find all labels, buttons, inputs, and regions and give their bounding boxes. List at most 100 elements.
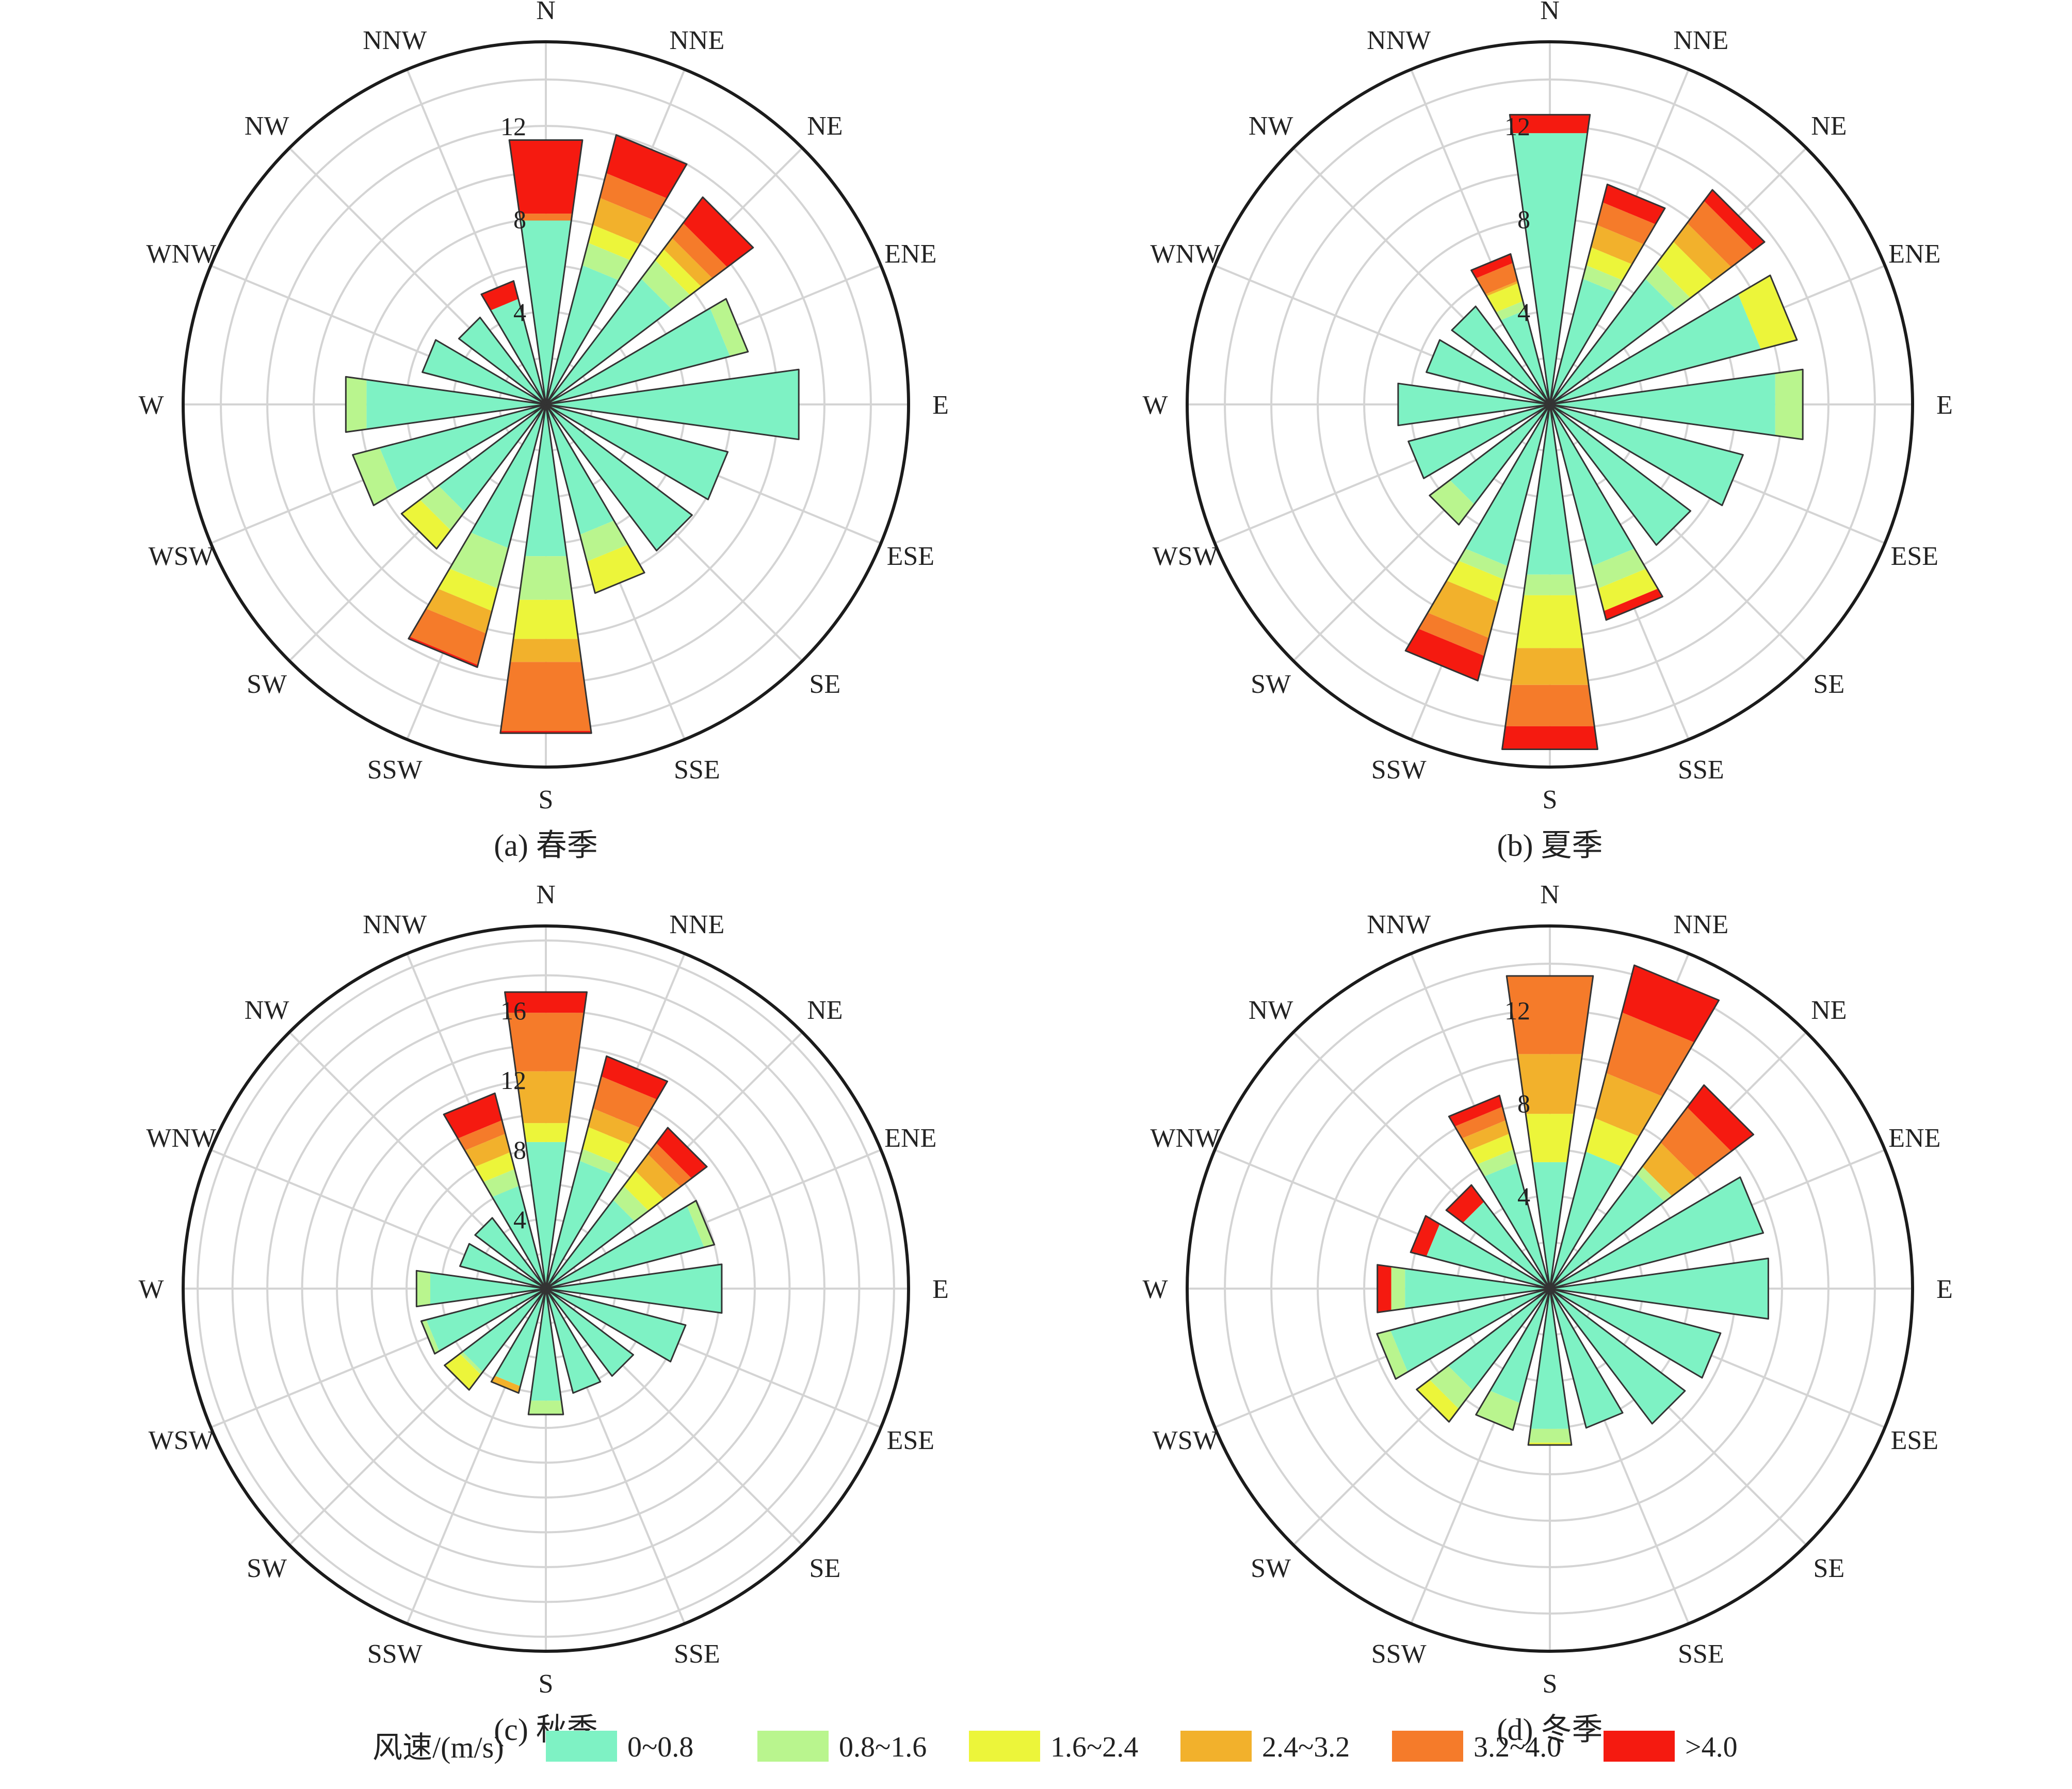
direction-bar (345, 376, 547, 433)
bar-outline (474, 1217, 547, 1290)
direction-label: W (138, 391, 164, 420)
bar-segment (1408, 404, 1550, 479)
bar-segment (546, 1289, 601, 1393)
bar-segment (1550, 294, 1761, 404)
direction-label: ESE (887, 542, 934, 571)
bar-segment (1602, 184, 1665, 224)
bar-segment (546, 404, 728, 500)
direction-label: SW (247, 670, 287, 699)
bar-outline (1397, 382, 1551, 427)
bar-outline (1549, 964, 1720, 1290)
bar-segment (1591, 224, 1644, 265)
bar-segment (1550, 1174, 1665, 1289)
bar-segment (410, 608, 487, 665)
direction-bar (545, 1055, 668, 1290)
bar-segment (346, 377, 367, 432)
bar-segment (444, 1093, 502, 1139)
direction-label: ENE (884, 239, 936, 269)
legend-label: 1.6~2.4 (1050, 1731, 1138, 1763)
panel-caption: (a) 春季 (494, 828, 598, 863)
bar-outline (545, 368, 800, 441)
bar-segment (1458, 548, 1508, 580)
bar-segment (421, 1320, 440, 1354)
direction-label: E (932, 1275, 949, 1304)
direction-label: SE (810, 1554, 841, 1583)
direction-bar (545, 298, 749, 405)
bar-segment (1645, 264, 1691, 310)
direction-label: SE (1814, 670, 1845, 699)
radial-tick-label: 16 (500, 996, 526, 1025)
bar-segment (672, 223, 727, 279)
direction-label: SSE (674, 755, 720, 785)
direction-bar (1397, 382, 1551, 427)
bar-outline (459, 1243, 547, 1290)
bar-segment (500, 662, 591, 731)
direction-bar (1501, 403, 1598, 750)
direction-label: SE (810, 670, 841, 699)
direction-bar (1549, 1257, 1769, 1320)
bar-segment (1450, 404, 1550, 505)
bar-segment (1496, 301, 1526, 320)
radial-tick-label: 4 (513, 298, 526, 327)
bar-outline (1549, 1084, 1755, 1290)
bar-outline (1549, 403, 1692, 546)
bar-segment (1405, 1268, 1550, 1309)
bar-segment (438, 404, 546, 512)
direction-bar (443, 1092, 547, 1290)
direction-bar (545, 1288, 634, 1377)
bar-segment (474, 1152, 515, 1182)
direction-bar (474, 1217, 547, 1290)
bar-segment (1500, 310, 1550, 404)
wind-rose-panel: N NNE NE ENE E ESE SE SSE S SSW SW WSW W WNW NW NNW 4 8 12… (1142, 880, 1952, 1747)
bar-segment (588, 224, 640, 261)
bar-segment (460, 1352, 483, 1375)
bar-segment (592, 198, 654, 245)
bar-segment (1476, 1391, 1520, 1430)
direction-bar (545, 1288, 602, 1394)
legend-swatch (1604, 1731, 1675, 1762)
bar-segment (1451, 306, 1550, 404)
direction-label: SSE (674, 1639, 720, 1669)
bar-segment (520, 220, 572, 404)
bar-segment (471, 404, 546, 548)
bar-segment (656, 1127, 707, 1179)
direction-label: N (536, 0, 556, 25)
direction-bar (499, 403, 592, 734)
bar-segment (1528, 1428, 1572, 1443)
bar-segment (1469, 1133, 1514, 1165)
direction-bar (352, 403, 547, 507)
direction-bar (508, 139, 584, 405)
bar-segment (546, 279, 672, 404)
bar-outline (545, 1127, 708, 1290)
bar-outline (545, 1288, 687, 1363)
direction-label: ENE (884, 1124, 936, 1153)
direction-bar (1376, 1288, 1551, 1380)
direction-label: WNW (146, 239, 216, 269)
bar-segment (1604, 589, 1663, 620)
bar-outline (408, 403, 547, 668)
direction-bar (1475, 1288, 1551, 1431)
direction-bar (422, 339, 547, 405)
direction-bar (415, 1270, 547, 1308)
wind-rose-panels: NNNENEENEEESESESSESSSWSWWSWWWNWNWNNW4812… (138, 0, 1952, 1747)
direction-label: SSE (1678, 755, 1724, 785)
direction-label: NNE (1673, 26, 1728, 55)
direction-bar (459, 1243, 547, 1290)
direction-bar (1549, 403, 1663, 621)
bar-segment (710, 299, 748, 356)
direction-label: SSW (1371, 1639, 1427, 1669)
direction-bar (1549, 964, 1720, 1290)
bar-segment (515, 1071, 576, 1124)
direction-bar (1445, 1184, 1551, 1290)
direction-bar (1549, 1288, 1722, 1379)
bar-outline (1527, 1288, 1573, 1446)
bar-segment (1477, 1149, 1517, 1177)
outer-ring (182, 40, 910, 769)
bar-segment (1398, 383, 1550, 426)
radial-tick-label: 12 (500, 112, 526, 141)
bar-segment (1637, 1166, 1672, 1202)
bar-segment (1704, 189, 1765, 251)
bar-segment (458, 1120, 506, 1151)
direction-label: SW (247, 1554, 287, 1583)
